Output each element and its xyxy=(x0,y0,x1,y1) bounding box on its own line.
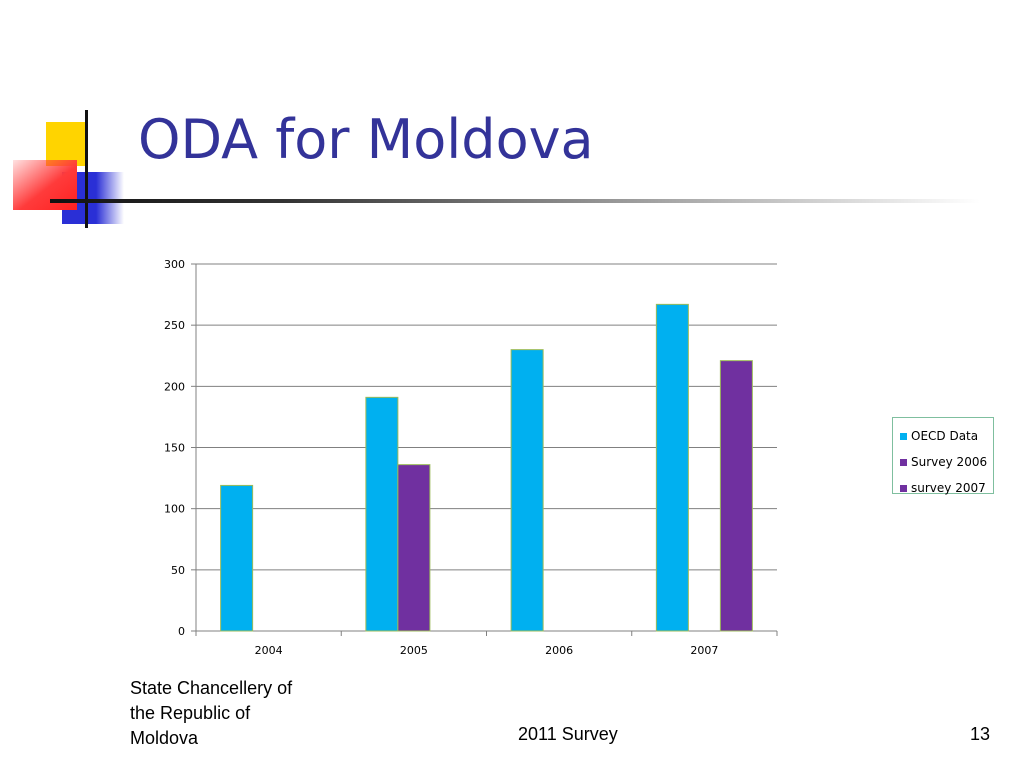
page-number: 13 xyxy=(970,724,991,744)
bar-chart: 0 50 100 150 200 250 300 2004 2005 2006 2007 xyxy=(164,258,778,657)
y-tick-label-150: 150 xyxy=(164,442,185,455)
footer-organization: State Chancellery of the Republic of Mol… xyxy=(130,678,293,748)
y-tick-label-250: 250 xyxy=(164,319,185,332)
chart-legend: OECD Data Survey 2006 survey 2007 xyxy=(892,417,994,495)
bar-oecd-data-2007 xyxy=(655,303,689,632)
legend-swatch xyxy=(900,484,907,492)
x-tick-label-2006: 2006 xyxy=(545,644,573,657)
x-tick-label-2004: 2004 xyxy=(255,644,283,657)
bar-oecd-data-2006 xyxy=(510,349,544,632)
legend-swatch xyxy=(900,458,907,466)
y-tick-label-300: 300 xyxy=(164,258,185,271)
bar-survey-2006-2005 xyxy=(397,464,431,632)
legend-swatch xyxy=(900,432,907,440)
legend-item: survey 2007 xyxy=(900,475,993,501)
bar-oecd-data-2004 xyxy=(220,484,254,632)
slide-title: ODA for Moldova xyxy=(138,108,594,171)
y-tick-label-50: 50 xyxy=(171,564,185,577)
legend-item: Survey 2006 xyxy=(900,449,993,475)
slide-logo xyxy=(0,100,150,240)
bar-survey-2007-2007 xyxy=(719,360,753,632)
x-tick-label-2005: 2005 xyxy=(400,644,428,657)
legend-label: OECD Data xyxy=(911,429,979,443)
bar-oecd-data-2005 xyxy=(365,396,399,632)
y-tick-label-100: 100 xyxy=(164,503,185,516)
legend-label: Survey 2006 xyxy=(911,455,988,469)
y-tick-label-200: 200 xyxy=(164,380,185,393)
y-tick-label-0: 0 xyxy=(178,625,185,638)
legend-label: survey 2007 xyxy=(911,481,986,495)
legend-item: OECD Data xyxy=(900,423,993,449)
logo-vertical-line xyxy=(85,110,88,228)
title-underline xyxy=(50,199,980,203)
x-tick-label-2007: 2007 xyxy=(690,644,718,657)
logo-yellow-square xyxy=(46,122,88,166)
footer-survey-label: 2011 Survey xyxy=(518,724,618,744)
